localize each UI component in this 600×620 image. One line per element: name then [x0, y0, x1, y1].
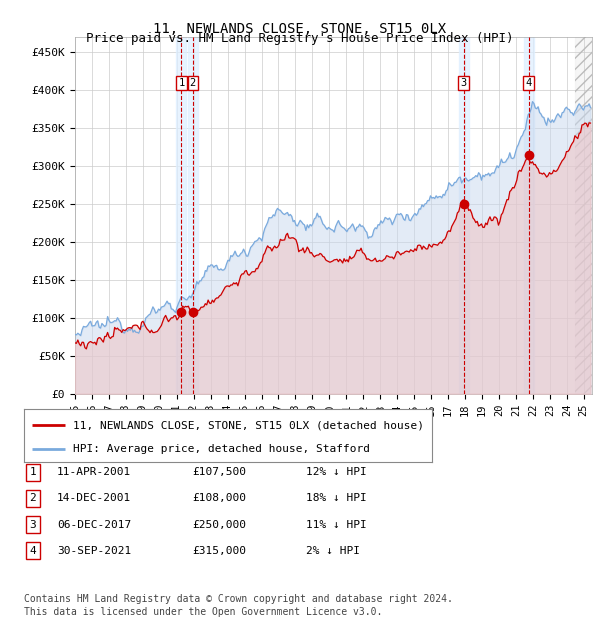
- Text: £107,500: £107,500: [192, 467, 246, 477]
- Text: Contains HM Land Registry data © Crown copyright and database right 2024.
This d: Contains HM Land Registry data © Crown c…: [24, 594, 453, 617]
- Bar: [188, 37, 198, 394]
- Text: 2: 2: [190, 78, 196, 87]
- Text: 4: 4: [29, 546, 37, 556]
- Text: 18% ↓ HPI: 18% ↓ HPI: [306, 494, 367, 503]
- Bar: [176, 37, 187, 394]
- Bar: [458, 37, 469, 394]
- Text: 4: 4: [526, 78, 532, 87]
- Text: HPI: Average price, detached house, Stafford: HPI: Average price, detached house, Staf…: [73, 444, 370, 454]
- Text: 30-SEP-2021: 30-SEP-2021: [57, 546, 131, 556]
- Bar: [575, 37, 592, 394]
- Text: 11% ↓ HPI: 11% ↓ HPI: [306, 520, 367, 529]
- Text: 2: 2: [29, 494, 37, 503]
- Text: 1: 1: [178, 78, 185, 87]
- Text: 11-APR-2001: 11-APR-2001: [57, 467, 131, 477]
- Text: 14-DEC-2001: 14-DEC-2001: [57, 494, 131, 503]
- Text: 2% ↓ HPI: 2% ↓ HPI: [306, 546, 360, 556]
- Text: 11, NEWLANDS CLOSE, STONE, ST15 0LX (detached house): 11, NEWLANDS CLOSE, STONE, ST15 0LX (det…: [73, 420, 424, 430]
- Bar: [575, 37, 592, 394]
- Text: 3: 3: [461, 78, 467, 87]
- Text: £250,000: £250,000: [192, 520, 246, 529]
- Text: 12% ↓ HPI: 12% ↓ HPI: [306, 467, 367, 477]
- Text: 1: 1: [29, 467, 37, 477]
- Text: 06-DEC-2017: 06-DEC-2017: [57, 520, 131, 529]
- Bar: [524, 37, 533, 394]
- Text: £108,000: £108,000: [192, 494, 246, 503]
- Text: 11, NEWLANDS CLOSE, STONE, ST15 0LX: 11, NEWLANDS CLOSE, STONE, ST15 0LX: [154, 22, 446, 36]
- Text: Price paid vs. HM Land Registry's House Price Index (HPI): Price paid vs. HM Land Registry's House …: [86, 32, 514, 45]
- Text: £315,000: £315,000: [192, 546, 246, 556]
- Text: 3: 3: [29, 520, 37, 529]
